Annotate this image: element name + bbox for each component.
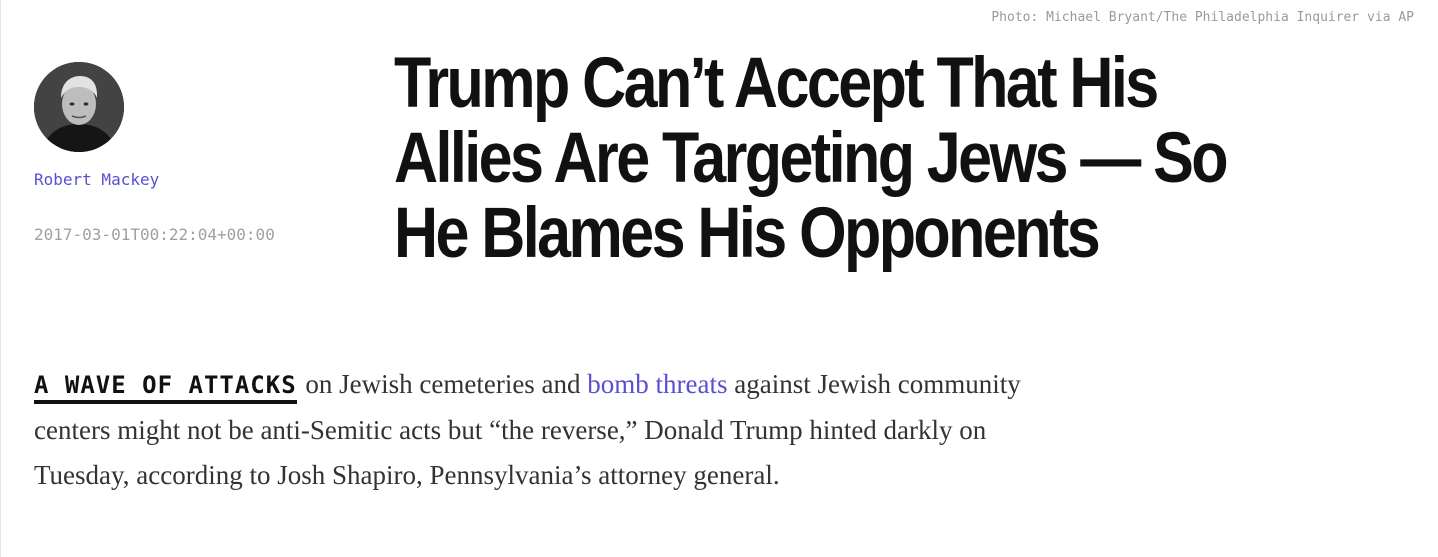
byline: Robert Mackey 2017-03-01T00:22:04+00:00 (34, 62, 354, 244)
photo-credit: Photo: Michael Bryant/The Philadelphia I… (991, 10, 1414, 25)
article-body: A WAVE OF ATTACKS on Jewish cemeteries a… (34, 362, 1074, 498)
body-text-2: against Jewish community centers might n… (34, 369, 1021, 490)
author-portrait-icon (34, 62, 124, 152)
bomb-threats-link[interactable]: bomb threats (587, 369, 728, 399)
author-avatar[interactable] (34, 62, 124, 152)
body-text-1: on Jewish cemeteries and (298, 369, 588, 399)
article-headline: Trump Can’t Accept That His Allies Are T… (394, 44, 1229, 273)
publish-timestamp: 2017-03-01T00:22:04+00:00 (34, 225, 275, 244)
author-link[interactable]: Robert Mackey (34, 170, 160, 189)
lede-kicker: A WAVE OF ATTACKS (34, 371, 297, 404)
